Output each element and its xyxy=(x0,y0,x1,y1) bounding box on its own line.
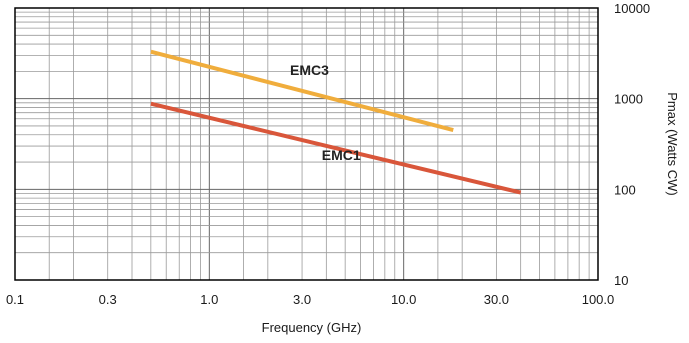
plot-frame xyxy=(14,7,599,281)
series-line-emc1 xyxy=(150,101,522,195)
series-line-emc3 xyxy=(150,49,454,133)
y-tick-label: 10 xyxy=(614,273,628,288)
x-tick-label: 100.0 xyxy=(582,292,615,307)
x-tick-label: 0.1 xyxy=(6,292,24,307)
series-label-emc1: EMC1 xyxy=(322,147,361,163)
series-label-emc3: EMC3 xyxy=(290,62,329,78)
y-tick-label: 10000 xyxy=(614,1,650,16)
x-tick-label: 0.3 xyxy=(99,292,117,307)
y-tick-label: 1000 xyxy=(614,92,643,107)
x-tick-label: 30.0 xyxy=(484,292,509,307)
y-tick-labels: 10 100 1000 10000 xyxy=(614,1,650,288)
x-tick-label: 1.0 xyxy=(200,292,218,307)
y-tick-label: 100 xyxy=(614,182,636,197)
series-group: EMC3 EMC1 xyxy=(150,49,522,195)
x-axis-label: Frequency (GHz) xyxy=(262,320,362,335)
y-axis-label: Pmax (Watts CW) xyxy=(665,92,680,196)
x-tick-label: 10.0 xyxy=(391,292,416,307)
x-tick-labels: 0.1 0.3 1.0 3.0 10.0 30.0 100.0 xyxy=(6,292,614,307)
x-tick-label: 3.0 xyxy=(293,292,311,307)
grid xyxy=(14,8,598,281)
